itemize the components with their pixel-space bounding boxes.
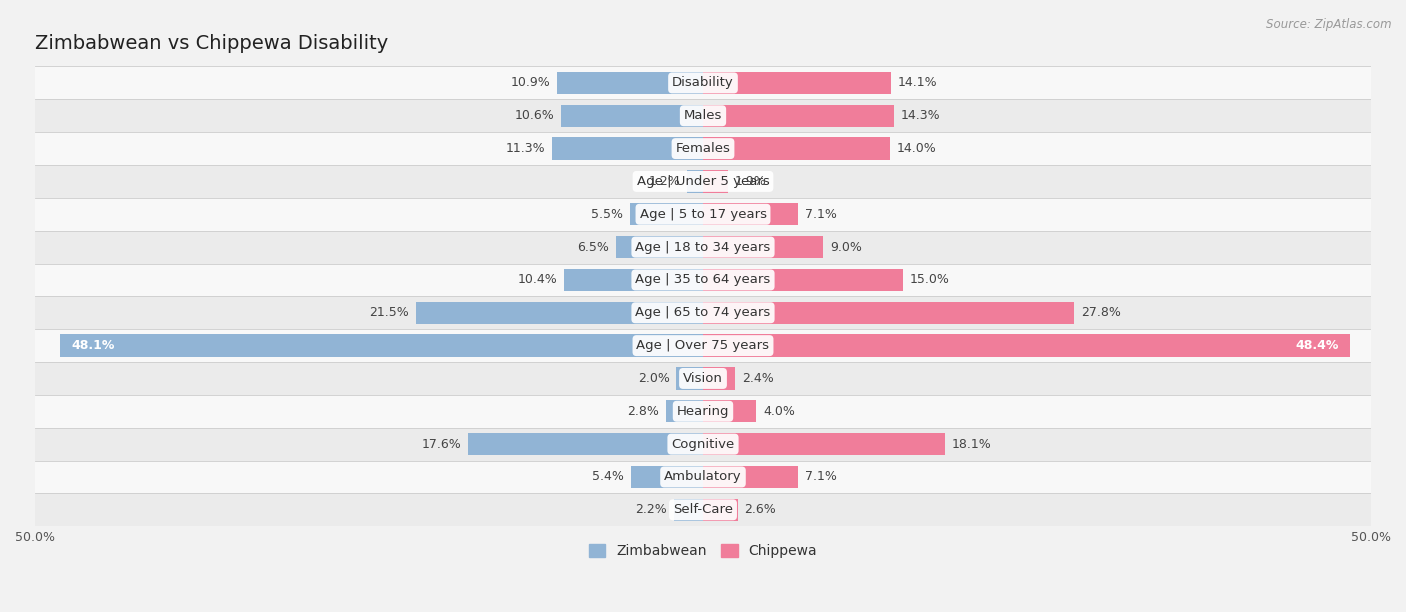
Text: Age | 5 to 17 years: Age | 5 to 17 years [640,207,766,221]
Text: 4.0%: 4.0% [763,405,794,418]
Text: 7.1%: 7.1% [804,471,837,483]
Text: Disability: Disability [672,76,734,89]
Text: 2.2%: 2.2% [636,503,666,517]
Text: 21.5%: 21.5% [370,306,409,319]
Bar [35,132,1371,165]
Bar [630,203,703,225]
Bar [35,428,1371,461]
Bar [564,269,703,291]
Text: Age | 65 to 74 years: Age | 65 to 74 years [636,306,770,319]
Text: Age | 35 to 64 years: Age | 35 to 64 years [636,274,770,286]
Bar [665,400,703,422]
Bar [557,72,703,94]
Text: 6.5%: 6.5% [578,241,609,253]
Text: 48.1%: 48.1% [72,339,114,352]
Bar [703,433,945,455]
Bar [35,395,1371,428]
Bar [703,400,756,422]
Text: 18.1%: 18.1% [952,438,991,450]
Bar [703,499,738,521]
Text: 14.3%: 14.3% [901,110,941,122]
Bar [35,231,1371,264]
Text: 48.4%: 48.4% [1295,339,1339,352]
Text: Zimbabwean vs Chippewa Disability: Zimbabwean vs Chippewa Disability [35,34,388,53]
Bar [673,499,703,521]
Bar [561,105,703,127]
Text: Hearing: Hearing [676,405,730,418]
Text: 1.9%: 1.9% [735,175,766,188]
Text: 15.0%: 15.0% [910,274,950,286]
Bar [703,236,824,258]
Bar [703,466,797,488]
Text: 17.6%: 17.6% [422,438,461,450]
Text: 9.0%: 9.0% [830,241,862,253]
Bar [703,203,797,225]
Text: Age | Over 75 years: Age | Over 75 years [637,339,769,352]
Text: 7.1%: 7.1% [804,207,837,221]
Text: 5.4%: 5.4% [592,471,624,483]
Bar [703,138,890,160]
Text: 10.9%: 10.9% [510,76,551,89]
Bar [616,236,703,258]
Text: 2.0%: 2.0% [638,372,669,385]
Bar [60,334,703,357]
Bar [35,264,1371,296]
Text: Females: Females [675,142,731,155]
Text: 2.8%: 2.8% [627,405,659,418]
Text: Vision: Vision [683,372,723,385]
Text: Source: ZipAtlas.com: Source: ZipAtlas.com [1267,18,1392,31]
Bar [416,302,703,324]
Text: 14.1%: 14.1% [898,76,938,89]
Bar [703,302,1074,324]
Bar [703,170,728,193]
Text: 2.4%: 2.4% [742,372,773,385]
Text: Self-Care: Self-Care [673,503,733,517]
Bar [703,334,1350,357]
Bar [35,461,1371,493]
Text: 10.4%: 10.4% [517,274,557,286]
Bar [35,198,1371,231]
Bar [676,367,703,390]
Text: Males: Males [683,110,723,122]
Legend: Zimbabwean, Chippewa: Zimbabwean, Chippewa [582,537,824,565]
Text: 10.6%: 10.6% [515,110,555,122]
Text: 11.3%: 11.3% [506,142,546,155]
Bar [703,72,891,94]
Bar [703,367,735,390]
Text: Age | 18 to 34 years: Age | 18 to 34 years [636,241,770,253]
Text: 5.5%: 5.5% [591,207,623,221]
Text: Ambulatory: Ambulatory [664,471,742,483]
Bar [468,433,703,455]
Bar [35,67,1371,99]
Bar [35,493,1371,526]
Bar [35,329,1371,362]
Text: 14.0%: 14.0% [897,142,936,155]
Bar [703,269,904,291]
Text: 27.8%: 27.8% [1081,306,1121,319]
Bar [703,105,894,127]
Text: 1.2%: 1.2% [648,175,681,188]
Bar [35,165,1371,198]
Text: Cognitive: Cognitive [672,438,734,450]
Bar [35,296,1371,329]
Bar [35,362,1371,395]
Bar [35,99,1371,132]
Text: 2.6%: 2.6% [744,503,776,517]
Bar [553,138,703,160]
Bar [631,466,703,488]
Bar [688,170,703,193]
Text: Age | Under 5 years: Age | Under 5 years [637,175,769,188]
